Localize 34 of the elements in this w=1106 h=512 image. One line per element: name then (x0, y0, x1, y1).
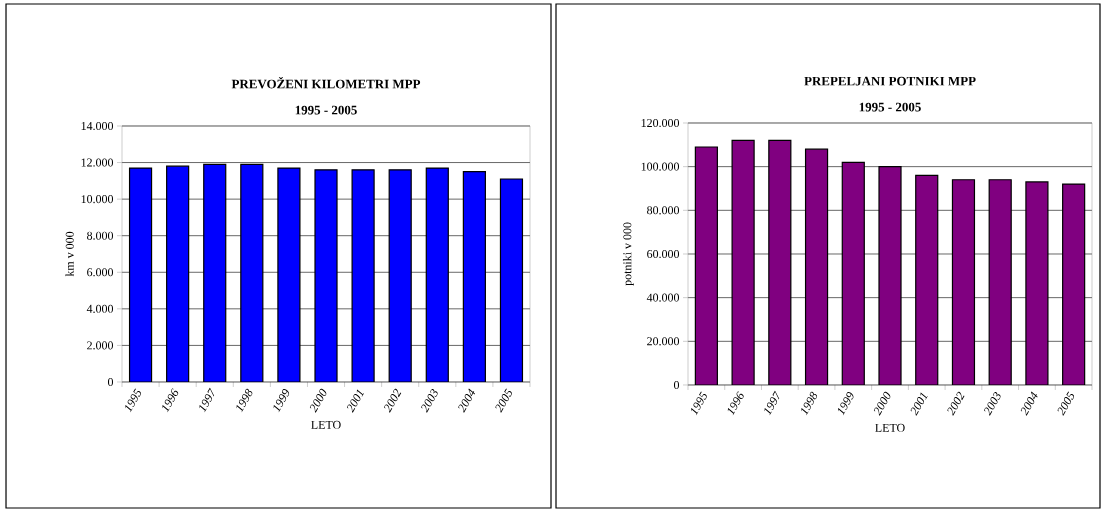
y-axis-title: potniki v 000 (622, 222, 634, 286)
bar (805, 149, 828, 385)
bar (842, 162, 865, 385)
chart-subtitle: 1995 - 2005 (859, 102, 921, 112)
bar (1062, 183, 1086, 385)
y-tick-label: 4.000 (86, 304, 114, 313)
bar (768, 140, 791, 385)
y-tick-label: 0 (673, 380, 680, 390)
bar (989, 179, 1012, 385)
bar (915, 175, 938, 385)
bar (952, 179, 975, 385)
y-tick-label: 20.000 (647, 337, 680, 346)
y-tick-label: 6.000 (87, 268, 114, 277)
x-axis-title: LETO (875, 423, 905, 432)
y-tick-label: 120.000 (641, 118, 680, 128)
bar (695, 147, 718, 385)
y-axis-title: km v 000 (65, 231, 74, 277)
chart-title: PREPELJANI POTNIKI MPP (804, 76, 976, 86)
chart-title: PREVOŽENI KILOMETRI MPP (231, 77, 421, 89)
y-tick-label: 8.000 (87, 231, 114, 240)
y-tick-label: 10.000 (81, 195, 114, 204)
bar (879, 166, 902, 385)
y-tick-label: 12.000 (81, 158, 114, 167)
y-tick-label: 2.000 (87, 341, 114, 350)
bar (1025, 181, 1048, 385)
y-tick-label: 100.000 (641, 162, 680, 171)
bar (732, 140, 755, 385)
chart-subtitle: 1995 - 2005 (295, 105, 357, 115)
y-tick-label: 14.000 (81, 121, 114, 131)
y-tick-label: 0 (107, 377, 114, 387)
y-tick-label: 60.000 (647, 249, 680, 259)
y-tick-label: 40.000 (646, 293, 680, 302)
y-tick-label: 80.000 (647, 206, 680, 215)
x-axis-title: LETO (311, 420, 341, 429)
